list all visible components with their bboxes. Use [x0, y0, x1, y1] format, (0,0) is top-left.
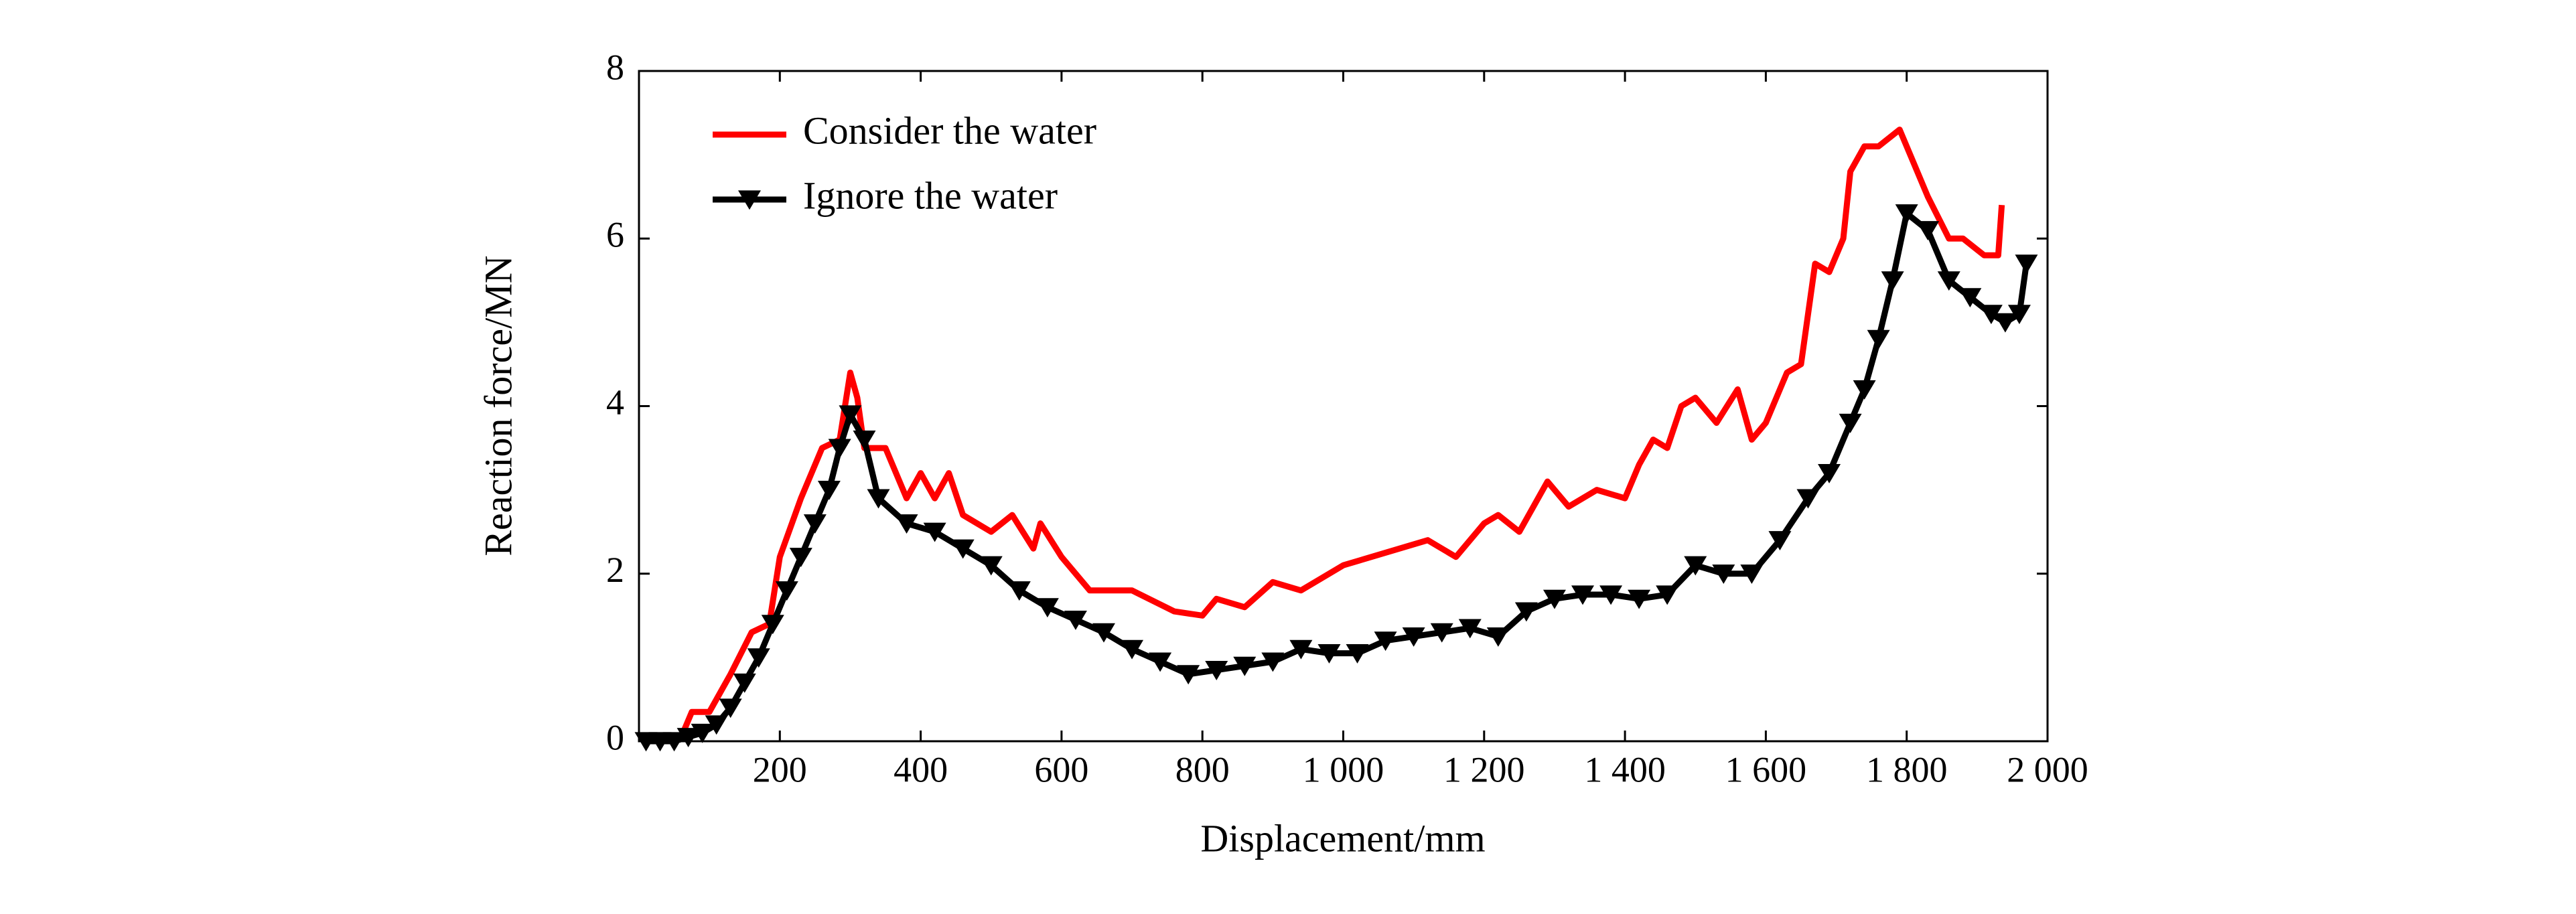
marker [733, 673, 756, 693]
x-tick-label: 2 000 [2007, 749, 2088, 789]
marker [923, 522, 946, 542]
legend-marker [738, 190, 761, 210]
legend-label: Consider the water [803, 108, 1096, 152]
marker [1064, 610, 1087, 630]
marker [1007, 581, 1031, 601]
marker [747, 648, 770, 668]
series-line [646, 210, 2029, 745]
marker [1867, 329, 1890, 350]
marker [1712, 564, 1735, 585]
marker [1839, 413, 1862, 433]
marker [1853, 380, 1876, 400]
marker [1149, 652, 1172, 672]
marker [1818, 464, 1841, 483]
marker [1092, 623, 1115, 643]
marker [1317, 644, 1341, 664]
x-tick-label: 200 [753, 749, 807, 789]
marker [1543, 589, 1566, 609]
marker [1121, 639, 1144, 660]
x-tick-label: 800 [1175, 749, 1230, 789]
marker [817, 481, 841, 500]
marker [895, 514, 918, 534]
x-tick-label: 1 000 [1303, 749, 1384, 789]
marker [691, 723, 714, 743]
marker [705, 715, 728, 735]
marker [1958, 288, 1982, 308]
y-tick-label: 0 [606, 717, 624, 757]
legend-label: Ignore the water [803, 173, 1058, 217]
y-tick-label: 6 [606, 215, 624, 255]
marker [1514, 602, 1538, 622]
marker [1205, 661, 1228, 680]
marker [1289, 639, 1313, 660]
marker [867, 489, 890, 509]
series-line [652, 127, 2005, 745]
y-tick-label: 8 [606, 47, 624, 87]
marker [1035, 598, 1059, 618]
marker [775, 581, 798, 601]
marker [1261, 652, 1285, 672]
marker [1486, 627, 1510, 647]
marker [789, 548, 812, 568]
marker [1937, 271, 1960, 291]
marker [803, 514, 827, 534]
marker [853, 430, 876, 450]
marker [1599, 585, 1623, 605]
marker [979, 556, 1003, 576]
marker [2007, 305, 2031, 325]
y-tick-label: 2 [606, 550, 624, 590]
marker [676, 728, 700, 748]
marker [1684, 556, 1707, 576]
marker [662, 732, 686, 752]
marker [1233, 656, 1257, 676]
marker [1796, 489, 1820, 509]
marker [839, 405, 862, 425]
marker [1740, 564, 1764, 585]
marker [719, 698, 742, 718]
marker [761, 615, 784, 635]
x-tick-label: 1 400 [1584, 749, 1666, 789]
marker [951, 539, 975, 559]
marker [1916, 221, 1940, 241]
marker [1628, 589, 1651, 609]
y-tick-label: 4 [606, 382, 624, 423]
marker [1571, 585, 1595, 605]
marker [1881, 271, 1904, 291]
marker [1430, 623, 1453, 643]
x-tick-label: 400 [893, 749, 948, 789]
x-tick-label: 1 800 [1866, 749, 1948, 789]
x-axis-label: Displacement/mm [1200, 816, 1485, 860]
marker [1768, 531, 1792, 550]
marker [1993, 313, 2017, 333]
marker [828, 439, 851, 459]
marker [1895, 204, 1918, 224]
y-axis-label: Reaction force/MN [476, 255, 520, 556]
marker [1177, 665, 1200, 685]
marker [1374, 631, 1397, 652]
x-tick-label: 1 200 [1443, 749, 1525, 789]
marker [1979, 305, 2003, 325]
marker [1346, 644, 1369, 664]
x-tick-label: 1 600 [1725, 749, 1807, 789]
x-tick-label: 600 [1034, 749, 1088, 789]
marker [1458, 619, 1482, 639]
marker [1402, 627, 1425, 647]
marker [1656, 585, 1679, 605]
marker [2015, 254, 2038, 275]
